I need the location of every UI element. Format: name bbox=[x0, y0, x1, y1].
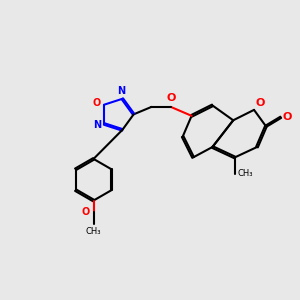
Text: CH₃: CH₃ bbox=[86, 227, 101, 236]
Text: N: N bbox=[93, 120, 101, 130]
Text: CH₃: CH₃ bbox=[238, 169, 253, 178]
Text: N: N bbox=[117, 86, 125, 96]
Text: O: O bbox=[166, 93, 176, 103]
Text: O: O bbox=[256, 98, 265, 108]
Text: O: O bbox=[282, 112, 292, 122]
Text: O: O bbox=[92, 98, 101, 108]
Text: O: O bbox=[82, 207, 90, 218]
